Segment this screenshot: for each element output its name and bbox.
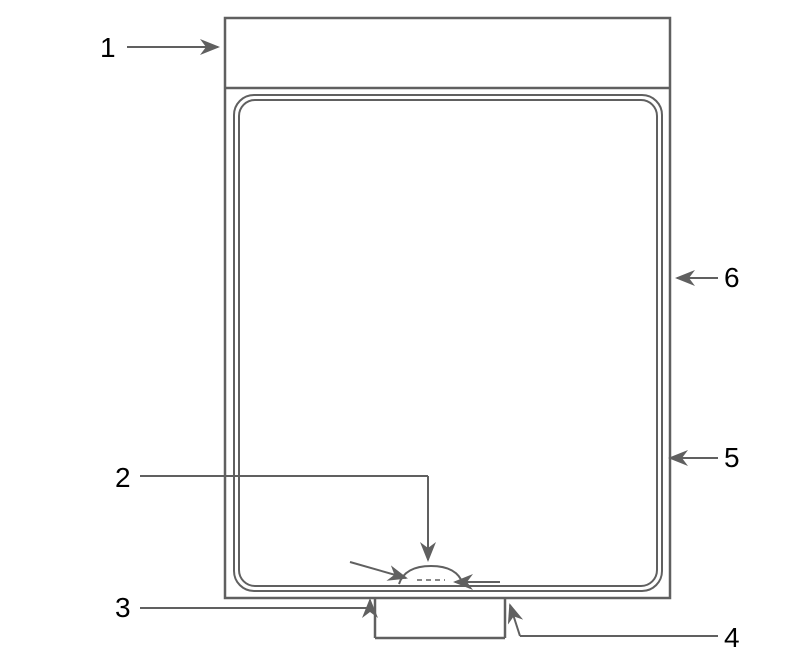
label-4: 4: [724, 622, 740, 654]
label-3: 3: [115, 592, 131, 624]
label-5: 5: [724, 442, 740, 474]
label-2: 2: [115, 462, 131, 494]
diagram-canvas: [0, 0, 800, 671]
label-6: 6: [724, 262, 740, 294]
label-1: 1: [100, 32, 116, 64]
